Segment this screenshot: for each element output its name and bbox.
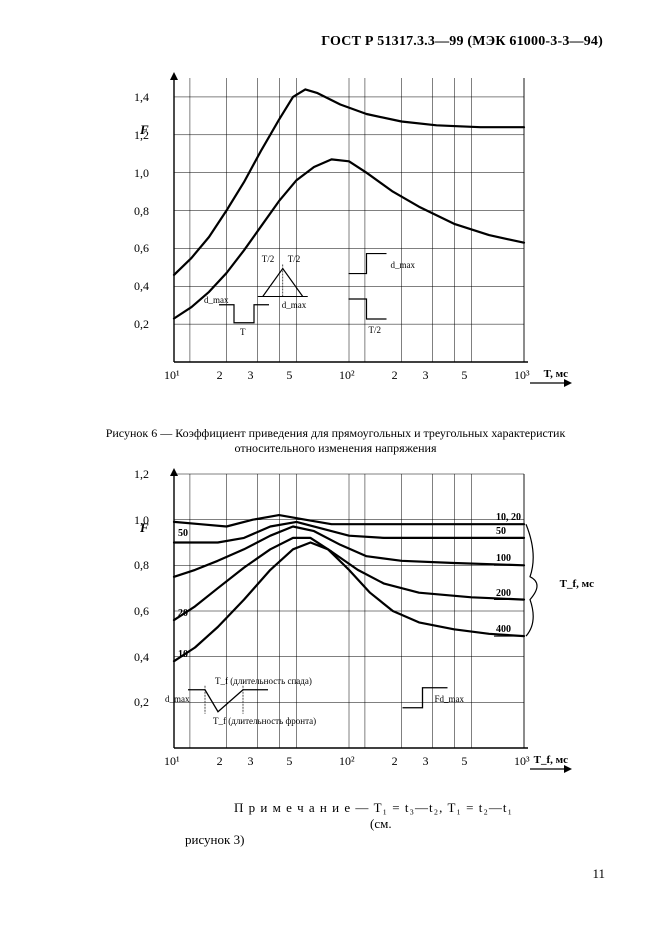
series-right-label: 10, 20	[496, 512, 521, 523]
note-text: П р и м е ч а н и е — T₁ = t₃—t₂, T₁ = t…	[234, 800, 513, 816]
chart2-right-axis-label: T_f, мс	[560, 578, 594, 590]
page-number: 11	[592, 866, 605, 882]
x-tick: 10²	[339, 754, 355, 769]
chart1-x-arrow	[530, 378, 572, 388]
document-header: ГОСТ Р 51317.3.3—99 (МЭК 61000-3-3—94)	[321, 34, 603, 50]
inset-label-T2b: T/2	[288, 254, 301, 264]
figure-6-caption: Рисунок 6 — Коэффициент приведения для п…	[70, 426, 601, 456]
series-right-label: 50	[496, 526, 506, 537]
y-tick: 1,2	[134, 128, 149, 143]
figure-6-caption-line2: относительного изменения напряжения	[234, 441, 436, 455]
inset-label-T: T	[240, 327, 246, 337]
x-tick: 3	[422, 754, 428, 769]
y-tick: 1,2	[134, 467, 149, 482]
x-tick: 5	[461, 368, 467, 383]
y-tick: 0,8	[134, 558, 149, 573]
x-tick: 10³	[514, 754, 530, 769]
series-right-label: 100	[496, 553, 511, 564]
x-tick: 3	[247, 754, 253, 769]
inset-label-dmax: d_max	[165, 694, 190, 704]
series-right-label: 400	[496, 624, 511, 635]
x-tick: 2	[392, 754, 398, 769]
y-tick: 0,6	[134, 604, 149, 619]
x-tick: 5	[286, 754, 292, 769]
x-tick: 2	[217, 368, 223, 383]
figure-6-svg	[162, 72, 542, 392]
x-tick: 10³	[514, 368, 530, 383]
inset-label-Fdmax: Fd_max	[435, 694, 465, 704]
x-tick: 2	[217, 754, 223, 769]
y-tick: 1,0	[134, 166, 149, 181]
x-tick: 3	[247, 368, 253, 383]
x-tick: 2	[392, 368, 398, 383]
series-left-label: 10	[178, 649, 188, 660]
inset-label-T2c: T/2	[369, 325, 382, 335]
y-tick: 0,4	[134, 650, 149, 665]
figure-6-chart: F T, мс 0,20,40,60,81,01,21,410¹23510²23…	[162, 72, 542, 392]
ref-text: рисунок 3)	[185, 832, 244, 848]
inset-label-dmax3: d_max	[391, 260, 416, 270]
x-tick: 10¹	[164, 754, 180, 769]
y-tick: 1,0	[134, 513, 149, 528]
y-tick: 0,8	[134, 204, 149, 219]
series-left-label: 20	[178, 608, 188, 619]
inset-label-Tf_up: T_f (длительность фронта)	[213, 716, 316, 726]
x-tick: 3	[422, 368, 428, 383]
x-tick: 5	[461, 754, 467, 769]
inset-label-dmax2: d_max	[204, 295, 229, 305]
inset-label-Tf_down: T_f (длительность спада)	[215, 676, 312, 686]
series-right-label: 200	[496, 588, 511, 599]
see-text: (см.	[370, 816, 392, 832]
y-tick: 0,2	[134, 695, 149, 710]
figure-7-svg	[162, 468, 542, 778]
y-tick: 0,6	[134, 241, 149, 256]
inset-label-T2a: T/2	[262, 254, 275, 264]
x-tick: 10²	[339, 368, 355, 383]
y-tick: 0,2	[134, 317, 149, 332]
x-tick: 10¹	[164, 368, 180, 383]
page: ГОСТ Р 51317.3.3—99 (МЭК 61000-3-3—94) F…	[0, 0, 661, 936]
series-left-label: 50	[178, 528, 188, 539]
y-tick: 1,4	[134, 90, 149, 105]
inset-label-dmax1: d_max	[282, 300, 307, 310]
x-tick: 5	[286, 368, 292, 383]
y-tick: 0,4	[134, 279, 149, 294]
figure-6-caption-line1: Рисунок 6 — Коэффициент приведения для п…	[106, 426, 566, 440]
chart2-x-arrow	[530, 764, 572, 774]
figure-7-chart: F T_f, мс T_f, мс 0,20,40,60,81,01,210¹2…	[162, 468, 542, 778]
